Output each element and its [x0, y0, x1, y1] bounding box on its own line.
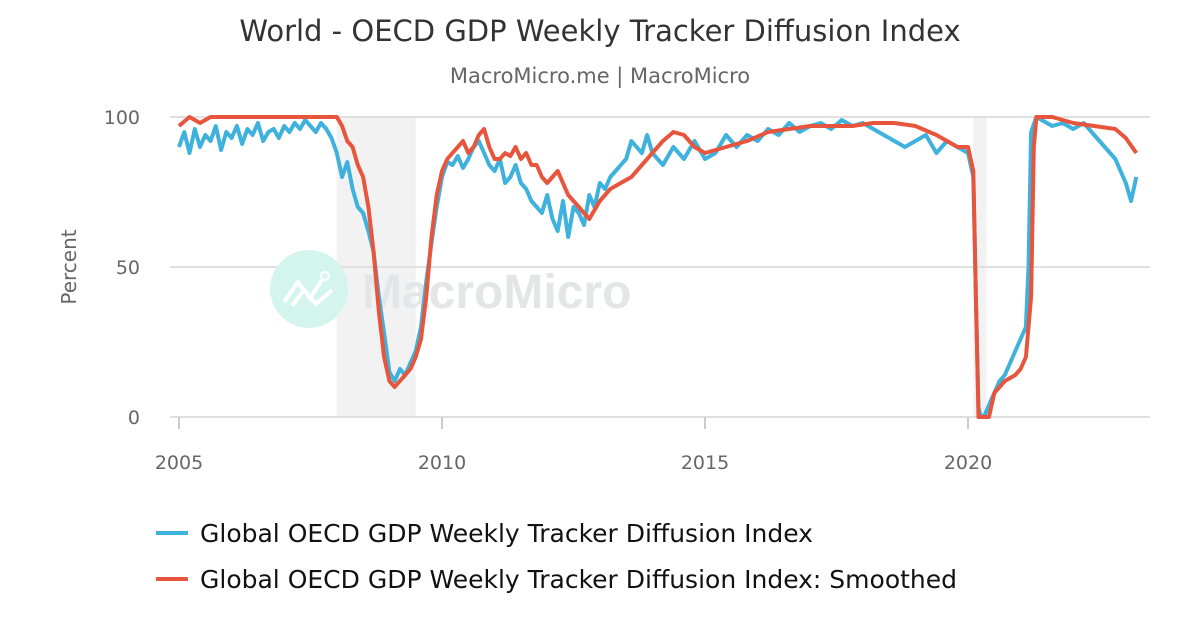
x-tick-label: 2010: [418, 452, 466, 474]
legend-item-raw[interactable]: Global OECD GDP Weekly Tracker Diffusion…: [156, 510, 957, 556]
legend: Global OECD GDP Weekly Tracker Diffusion…: [156, 510, 957, 602]
x-tick-label: 2005: [155, 452, 203, 474]
legend-swatch-smoothed: [156, 577, 188, 581]
y-axis-label: Percent: [57, 229, 81, 304]
line-chart: MacroMicro 0 50 100 2005 2010 2015 2020 Percen…: [57, 107, 1150, 474]
y-tick-label: 50: [116, 257, 140, 279]
legend-item-smoothed[interactable]: Global OECD GDP Weekly Tracker Diffusion…: [156, 556, 957, 602]
axes: 0 50 100 2005 2010 2015 2020: [104, 107, 992, 474]
watermark-logo-icon: [270, 250, 348, 328]
y-tick-label: 0: [128, 407, 140, 429]
series-lines: [177, 115, 1139, 419]
legend-swatch-raw: [156, 531, 188, 535]
legend-label-smoothed: Global OECD GDP Weekly Tracker Diffusion…: [200, 564, 958, 594]
watermark-text: MacroMicro: [362, 266, 631, 319]
x-tick-label: 2015: [681, 452, 729, 474]
chart-subtitle: MacroMicro.me | MacroMicro: [449, 64, 751, 88]
watermark: MacroMicro: [270, 250, 631, 328]
series-line-smoothed: [177, 115, 1138, 419]
y-tick-label: 100: [104, 107, 140, 129]
legend-label-raw: Global OECD GDP Weekly Tracker Diffusion…: [200, 518, 813, 548]
x-tick-label: 2020: [944, 452, 992, 474]
chart-title: World - OECD GDP Weekly Tracker Diffusio…: [239, 14, 961, 48]
